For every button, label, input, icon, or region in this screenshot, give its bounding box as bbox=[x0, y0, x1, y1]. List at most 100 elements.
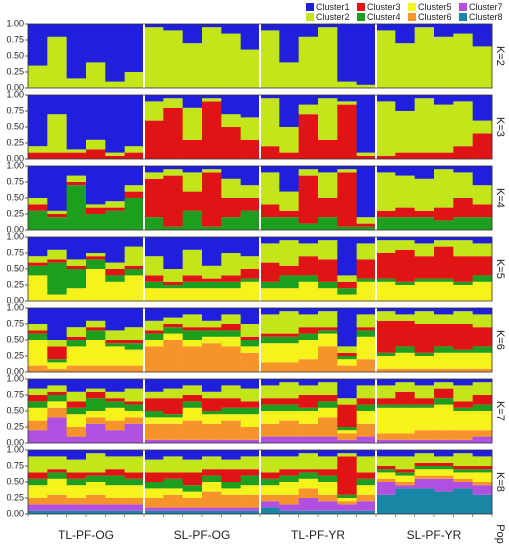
bar-segment bbox=[376, 278, 396, 282]
bar-segment bbox=[337, 24, 357, 82]
bar-segment bbox=[124, 343, 145, 350]
bar-segment bbox=[202, 24, 222, 28]
bar-segment bbox=[260, 333, 280, 337]
bar-segment bbox=[472, 327, 493, 347]
bar-segment bbox=[182, 330, 203, 340]
bar-segment bbox=[356, 336, 377, 360]
bar-segment bbox=[298, 478, 319, 489]
bar-segment bbox=[395, 308, 415, 315]
y-tick-label: 1.00 bbox=[6, 160, 24, 170]
bar-segment bbox=[472, 456, 493, 466]
bar-segment bbox=[240, 379, 261, 389]
bar-segment bbox=[337, 430, 357, 434]
bar-segment bbox=[434, 152, 454, 159]
bar-segment bbox=[356, 314, 377, 328]
y-tick-label: 0.75 bbox=[6, 389, 24, 399]
bar-segment bbox=[86, 166, 106, 205]
bar-segment bbox=[221, 217, 241, 230]
bar-segment bbox=[47, 249, 67, 260]
bar-segment bbox=[395, 166, 415, 176]
bar-segment bbox=[337, 308, 357, 347]
bar-segment bbox=[163, 478, 183, 489]
legend-swatch bbox=[306, 3, 314, 11]
bar-segment bbox=[260, 262, 280, 282]
bar-segment bbox=[260, 423, 280, 437]
bar-segment bbox=[395, 485, 415, 489]
bar-segment bbox=[337, 281, 357, 289]
bar-segment bbox=[260, 204, 280, 218]
bar-segment bbox=[66, 288, 87, 301]
bar-segment bbox=[376, 478, 396, 482]
bar-segment bbox=[298, 243, 319, 257]
bar-segment bbox=[163, 226, 183, 230]
bar-segment bbox=[337, 294, 357, 301]
bar-segment bbox=[47, 166, 67, 211]
bar-segment bbox=[356, 226, 377, 230]
bar-segment bbox=[376, 166, 396, 173]
bar-segment bbox=[376, 404, 396, 408]
bar-segment bbox=[124, 411, 145, 418]
bar-segment bbox=[124, 472, 145, 479]
bar-segment bbox=[453, 352, 473, 369]
bar-segment bbox=[144, 217, 164, 230]
y-tick-label: 0.50 bbox=[6, 192, 24, 202]
bar-segment bbox=[182, 314, 203, 328]
bar-segment bbox=[144, 320, 164, 331]
bar-segment bbox=[105, 275, 125, 282]
bar-segment bbox=[182, 237, 203, 250]
bar-segment bbox=[298, 498, 319, 511]
bar-segment bbox=[202, 379, 222, 392]
bar-segment bbox=[318, 450, 338, 457]
bar-segment bbox=[414, 398, 435, 405]
bar-segment bbox=[260, 362, 280, 372]
bar-segment bbox=[66, 450, 87, 460]
bar-segment bbox=[318, 240, 338, 260]
bar-segment bbox=[144, 391, 164, 399]
legend-label: Cluster8 bbox=[469, 12, 503, 22]
bar-segment bbox=[202, 411, 222, 415]
bar-segment bbox=[66, 401, 87, 408]
bar-segment bbox=[240, 256, 261, 269]
bar-segment bbox=[260, 24, 280, 31]
bar-segment bbox=[453, 385, 473, 402]
bar-segment bbox=[105, 166, 125, 202]
bar-segment bbox=[260, 456, 280, 473]
bar-segment bbox=[453, 95, 473, 102]
bar-segment bbox=[395, 320, 415, 347]
bar-segment bbox=[434, 450, 454, 457]
bar-segment bbox=[376, 320, 396, 353]
bar-segment bbox=[105, 210, 125, 230]
bar-segment bbox=[260, 494, 280, 502]
bar-segment bbox=[279, 420, 299, 437]
bar-segment bbox=[337, 404, 357, 427]
y-tick-label: 0.00 bbox=[6, 153, 24, 163]
bar-segment bbox=[28, 388, 48, 395]
bar-segment bbox=[221, 237, 241, 253]
legend-label: Cluster2 bbox=[316, 12, 350, 22]
bar-segment bbox=[337, 365, 357, 372]
bar-segment bbox=[47, 385, 67, 392]
bar-segment bbox=[66, 269, 87, 289]
bar-segment bbox=[105, 498, 125, 505]
bar-segment bbox=[163, 388, 183, 399]
bar-segment bbox=[163, 308, 183, 318]
bar-segment bbox=[86, 365, 106, 372]
bar-segment bbox=[163, 472, 183, 479]
bar-segment bbox=[105, 308, 125, 331]
bar-segment bbox=[434, 169, 454, 208]
bar-segment bbox=[124, 152, 145, 159]
bar-segment bbox=[434, 166, 454, 170]
bar-segment bbox=[28, 365, 48, 372]
bar-segment bbox=[182, 249, 203, 276]
bar-segment bbox=[182, 172, 203, 192]
bar-segment bbox=[434, 220, 454, 230]
bar-segment bbox=[47, 36, 67, 88]
bar-segment bbox=[434, 491, 454, 514]
bar-segment bbox=[28, 330, 48, 334]
bar-segment bbox=[472, 133, 493, 159]
bar-segment bbox=[144, 450, 164, 460]
bar-segment bbox=[376, 466, 396, 470]
bar-segment bbox=[86, 423, 106, 443]
bar-segment bbox=[182, 340, 203, 347]
bar-segment bbox=[318, 469, 338, 476]
